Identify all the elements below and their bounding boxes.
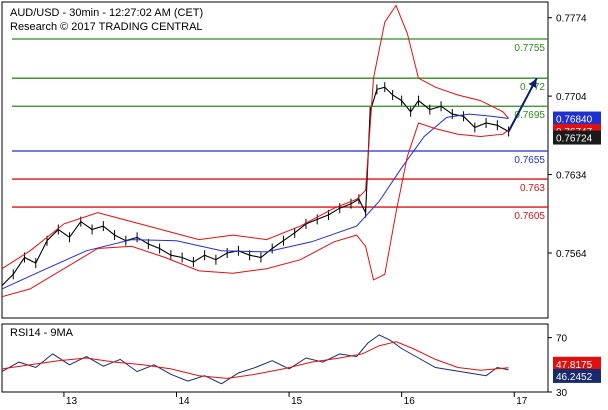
- rsi-tag-label-0: 47.8175: [556, 360, 593, 371]
- y-tick-label-3: 0.7564: [556, 249, 587, 260]
- price-tag-label-2: 0.76724: [556, 134, 593, 145]
- rsi-y-tick-label-0: 70: [556, 334, 568, 345]
- x-tick-label-1: 14: [178, 396, 190, 407]
- rsi-tag-1: [553, 368, 601, 383]
- series-lower-band: [1, 122, 509, 298]
- level-label-3: 0.7655: [514, 155, 545, 166]
- projection-arrow-line: [507, 77, 538, 133]
- rsi-panel-frame: [1, 323, 549, 393]
- level-label-5: 0.7605: [514, 211, 545, 222]
- price-series: [1, 4, 538, 298]
- series-moving-average: [1, 113, 509, 290]
- rsi-series-rsi-ma: [1, 341, 509, 379]
- projection-arrow-head: [529, 78, 537, 88]
- rsi-tag-0: [553, 356, 601, 371]
- x-axis: 13 14 15 16 17: [63, 392, 528, 407]
- rsi-y-tick-label-1: 30: [556, 388, 568, 399]
- rsi-tag-label-1: 46.2452: [556, 372, 593, 383]
- y-tick-label-2: 0.7634: [556, 171, 587, 182]
- price-y-axis: 0.77740.77040.76340.75640.768400.767470.…: [548, 14, 601, 260]
- price-tag-2: [553, 130, 601, 145]
- price-tag-0: [553, 111, 601, 126]
- chart-title: AUD/USD - 30min - 12:27:02 AM (CET): [10, 7, 203, 19]
- price-panel-frame: [1, 1, 549, 319]
- rsi-series: [1, 334, 509, 385]
- rsi-series-rsi: [1, 334, 509, 385]
- level-label-0: 0.7755: [514, 43, 545, 54]
- level-label-2: 0.7695: [514, 110, 545, 121]
- level-label-4: 0.763: [520, 183, 545, 194]
- series-upper-band: [1, 4, 509, 270]
- y-tick-label-0: 0.7774: [556, 14, 587, 25]
- rsi-title: RSI14 - 9MA: [10, 327, 74, 339]
- x-tick-label-3: 16: [404, 396, 416, 407]
- price-tag-label-0: 0.76840: [556, 115, 593, 126]
- y-tick-label-1: 0.7704: [556, 92, 587, 103]
- series-price: [1, 86, 509, 286]
- x-tick-label-0: 13: [66, 396, 78, 407]
- x-tick-label-2: 15: [291, 396, 303, 407]
- chart-subtitle: Research © 2017 TRADING CENTRAL: [10, 21, 203, 33]
- x-tick-label-4: 17: [516, 396, 528, 407]
